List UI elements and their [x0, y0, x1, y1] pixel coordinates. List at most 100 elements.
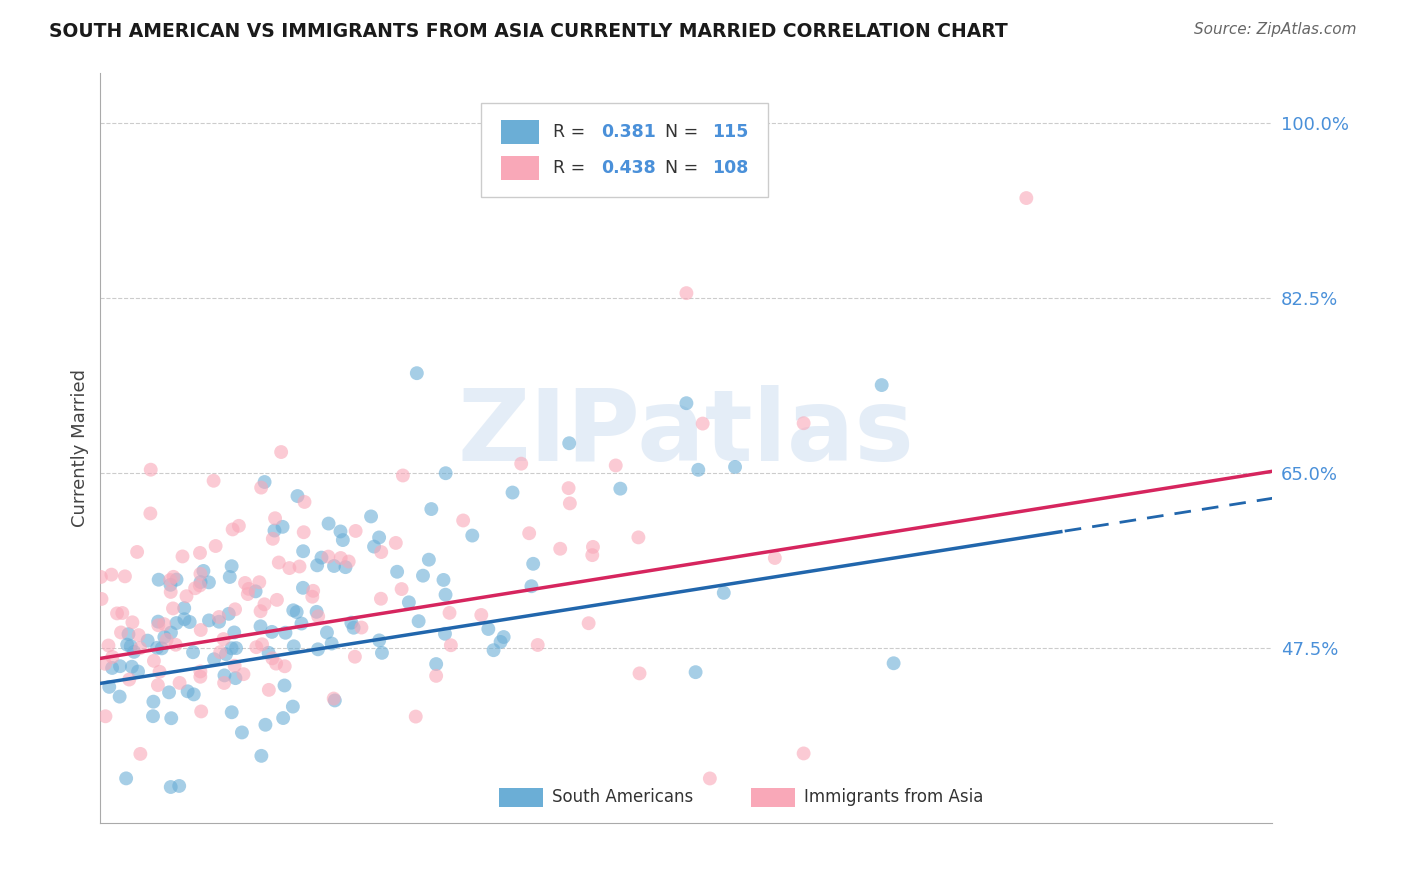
Point [117, 627, 139, 641]
Point [283, 603, 305, 617]
Point [482, 643, 505, 657]
Point [307, 642, 329, 657]
Point [127, 545, 149, 559]
Point [287, 489, 309, 503]
Text: 0.438: 0.438 [600, 159, 655, 177]
Point [688, 463, 710, 477]
Point [274, 659, 297, 673]
Point [526, 638, 548, 652]
Point [329, 524, 352, 539]
Point [692, 417, 714, 431]
Point [225, 641, 247, 656]
Text: 108: 108 [713, 159, 748, 177]
Point [232, 667, 254, 681]
Point [101, 661, 124, 675]
Point [451, 513, 474, 527]
Point [434, 467, 457, 481]
Point [301, 590, 323, 604]
Point [110, 625, 132, 640]
Point [675, 396, 697, 410]
Point [548, 541, 571, 556]
Point [218, 570, 240, 584]
Point [127, 665, 149, 679]
Point [249, 619, 271, 633]
Point [98, 680, 121, 694]
Point [202, 474, 225, 488]
Point [236, 587, 259, 601]
FancyBboxPatch shape [501, 120, 538, 145]
Point [363, 540, 385, 554]
Point [218, 607, 240, 621]
Point [173, 612, 195, 626]
Point [224, 602, 246, 616]
Point [343, 621, 366, 635]
Point [153, 630, 176, 644]
Point [169, 676, 191, 690]
Point [111, 606, 134, 620]
Point [316, 625, 339, 640]
Point [318, 549, 340, 564]
Point [408, 614, 430, 628]
Point [477, 622, 499, 636]
Point [250, 481, 273, 495]
Point [249, 604, 271, 618]
Point [370, 591, 392, 606]
Point [224, 658, 246, 673]
Point [253, 597, 276, 611]
Point [156, 632, 179, 647]
Point [165, 638, 187, 652]
Point [385, 565, 408, 579]
Point [370, 545, 392, 559]
Point [271, 711, 294, 725]
Point [190, 705, 212, 719]
Point [398, 595, 420, 609]
Point [115, 638, 138, 652]
Point [94, 709, 117, 723]
Point [108, 659, 131, 673]
Point [257, 646, 280, 660]
Point [321, 636, 343, 650]
FancyBboxPatch shape [501, 155, 538, 180]
Point [238, 582, 260, 596]
FancyBboxPatch shape [751, 789, 796, 807]
Point [273, 678, 295, 692]
Point [108, 690, 131, 704]
Point [425, 669, 447, 683]
Point [307, 609, 329, 624]
Point [208, 610, 231, 624]
Point [318, 516, 340, 531]
Point [162, 570, 184, 584]
Point [332, 533, 354, 547]
FancyBboxPatch shape [499, 789, 543, 807]
Point [368, 633, 391, 648]
Text: 0.381: 0.381 [600, 122, 655, 141]
Point [274, 625, 297, 640]
Point [294, 495, 316, 509]
Point [136, 633, 159, 648]
Point [322, 691, 344, 706]
Point [228, 519, 250, 533]
Point [212, 632, 235, 646]
Point [146, 640, 169, 655]
Point [260, 624, 283, 639]
Text: R =: R = [553, 159, 591, 177]
Point [120, 639, 142, 653]
Point [368, 531, 391, 545]
Point [159, 578, 181, 592]
Point [166, 615, 188, 630]
Point [578, 616, 600, 631]
Point [94, 657, 117, 671]
Point [202, 652, 225, 666]
Point [440, 638, 463, 652]
Point [129, 641, 152, 656]
Point [157, 685, 180, 699]
Point [425, 657, 447, 671]
Point [281, 699, 304, 714]
Point [285, 605, 308, 619]
Point [97, 639, 120, 653]
Point [253, 475, 276, 489]
Point [122, 645, 145, 659]
Point [510, 457, 533, 471]
Point [172, 549, 194, 564]
Point [166, 573, 188, 587]
